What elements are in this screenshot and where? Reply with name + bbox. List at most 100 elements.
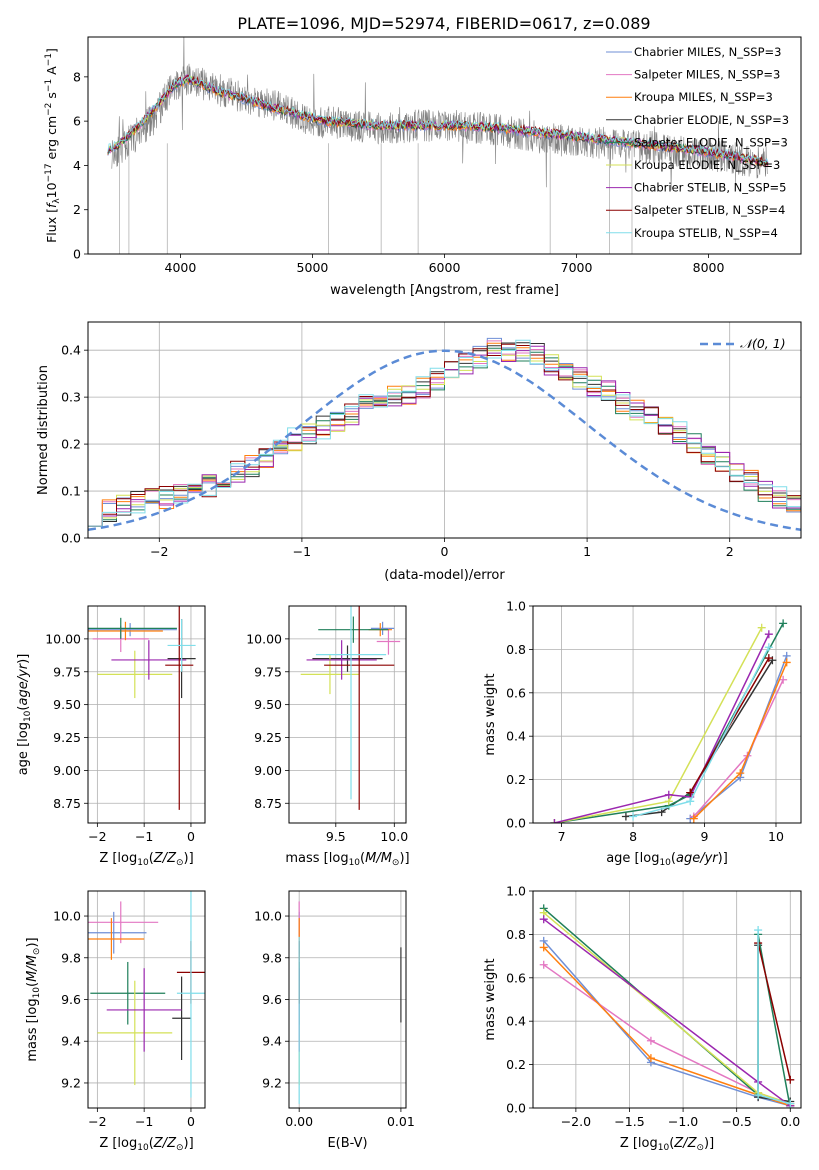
y-tick-label: 9.75 <box>254 664 282 679</box>
x-axis-label: Z [log10(Z/Z⊙)] <box>99 1136 193 1153</box>
legend-label: Kroupa ELODIE, N_SSP=3 <box>634 158 780 172</box>
y-tick-label: 4 <box>73 158 81 173</box>
x-tick-label: 5000 <box>297 260 329 275</box>
figure-title: PLATE=1096, MJD=52974, FIBERID=0617, z=0… <box>237 14 650 33</box>
weight-marker <box>621 812 630 821</box>
x-tick-label: −0.5 <box>722 1114 752 1129</box>
x-tick-label: −1 <box>135 829 153 844</box>
plot-area-mass-vs-ebv <box>298 901 402 1104</box>
y-tick-label: 1.0 <box>506 599 526 614</box>
y-tick-label: 10.0 <box>53 909 81 924</box>
x-axis-label: age [log10(age/yr)] <box>606 851 728 868</box>
x-tick-label: −1 <box>293 544 311 559</box>
y-tick-label: 9.2 <box>61 1075 81 1090</box>
y-tick-label: 0.8 <box>506 927 526 942</box>
weight-marker <box>764 630 773 639</box>
legend-label: Chabrier ELODIE, N_SSP=3 <box>634 113 789 127</box>
x-tick-label: 0.00 <box>285 1114 313 1129</box>
x-tick-label: −2 <box>88 829 106 844</box>
axes-frame <box>87 890 206 1109</box>
x-axis-label: Z [log10(Z/Z⊙)] <box>99 851 193 868</box>
x-axis-label: Z [log10(Z/Z⊙)] <box>620 1136 714 1153</box>
axes-frame <box>532 890 802 1109</box>
x-tick-label: 2 <box>726 544 734 559</box>
x-tick-label: −1.5 <box>614 1114 644 1129</box>
histogram-step-6 <box>88 345 801 527</box>
panel-mass-vs-ebv: 0.00 0.01 9.2 9.4 9.6 9.8 10.0 E(B-V) <box>254 890 415 1151</box>
weight-line-6 <box>554 633 770 823</box>
y-tick-label: 9.25 <box>53 730 81 745</box>
plot-area-mass-vs-Z <box>88 891 205 1098</box>
y-tick-label: 9.8 <box>262 950 282 965</box>
plot-area-weight-vs-age <box>550 619 791 823</box>
y-tick-label: 0.4 <box>506 729 526 744</box>
axes-frame <box>288 605 407 824</box>
weight-marker <box>754 926 763 935</box>
x-tick-label: 6000 <box>429 260 461 275</box>
y-tick-label: 0.2 <box>506 1057 526 1072</box>
x-tick-label: 1 <box>583 544 591 559</box>
x-tick-label: −2 <box>88 1114 106 1129</box>
legend-label: Chabrier STELIB, N_SSP=5 <box>634 181 786 195</box>
axes-frame <box>288 890 407 1109</box>
y-tick-label: 10.00 <box>45 631 81 646</box>
plot-area-age-vs-mass <box>300 606 401 810</box>
x-tick-label: −1 <box>135 1114 153 1129</box>
y-tick-label: 6 <box>73 114 81 129</box>
y-tick-label: 9.25 <box>254 730 282 745</box>
weight-marker <box>539 960 548 969</box>
y-axis-label: Normed distribution <box>36 365 51 495</box>
y-tick-label: 9.8 <box>61 950 81 965</box>
weight-line-0 <box>543 940 791 1107</box>
weight-line-7 <box>757 942 792 1080</box>
weight-marker <box>757 623 766 632</box>
y-tick-label: 2 <box>73 202 81 217</box>
panel-age-vs-Z: −2 −1 0 8.75 9.00 9.25 9.50 9.75 10.00 Z [log10(Z… <box>16 605 206 868</box>
legend-label: Salpeter ELODIE, N_SSP=3 <box>634 135 788 149</box>
weight-marker <box>550 819 559 823</box>
y-tick-label: 9.50 <box>254 697 282 712</box>
y-tick-label: 9.75 <box>53 664 81 679</box>
weight-marker <box>786 1099 795 1108</box>
weight-marker <box>686 797 695 806</box>
plot-area-weight-vs-Z <box>539 904 795 1108</box>
panel-weight-vs-age: 7 8 9 10 0.0 0.2 0.4 0.6 0.8 1.0 age [log10(age/yr… <box>483 599 802 868</box>
histogram-step-7 <box>88 343 801 527</box>
axes-frame <box>87 36 802 255</box>
panel-mass-vs-Z: −2 −1 0 9.2 9.4 9.6 9.8 10.0 Z [log10(Z/Z⊙)] mass… <box>25 890 206 1153</box>
x-tick-label: 0.0 <box>780 1114 800 1129</box>
y-tick-label: 10.00 <box>246 631 282 646</box>
x-tick-label: 0 <box>187 829 195 844</box>
y-tick-label: 0.0 <box>506 816 526 831</box>
x-tick-label: −2.0 <box>561 1114 591 1129</box>
y-tick-label: 0.8 <box>506 642 526 657</box>
y-tick-label: 0.2 <box>61 437 81 452</box>
x-tick-label: 9.5 <box>326 829 346 844</box>
y-axis-label: mass weight <box>483 673 498 755</box>
weight-marker <box>539 943 548 952</box>
y-tick-label: 0.6 <box>506 970 526 985</box>
y-tick-label: 9.00 <box>254 763 282 778</box>
axes-frame <box>532 605 802 824</box>
y-tick-label: 9.6 <box>262 992 282 1007</box>
x-tick-label: 8 <box>629 829 637 844</box>
model-line-8 <box>107 74 769 164</box>
y-tick-label: 0.1 <box>61 484 81 499</box>
weight-marker <box>736 769 745 778</box>
normal-reference-curve <box>88 349 801 532</box>
weight-marker <box>646 1036 655 1045</box>
x-tick-label: 0 <box>441 544 449 559</box>
weight-marker <box>764 654 773 663</box>
y-tick-label: 0 <box>73 247 81 262</box>
x-tick-label: 7 <box>558 829 566 844</box>
legend-label: 𝒩(0, 1) <box>740 336 786 351</box>
plot-area-residuals <box>88 337 801 532</box>
panel-spectrum: 4000 5000 6000 7000 8000 0 2 4 6 8 Chabrier MILES,… <box>44 36 802 298</box>
weight-marker <box>646 1054 655 1063</box>
weight-marker <box>539 915 548 924</box>
axes-frame <box>87 321 802 539</box>
x-axis-label: wavelength [Angstrom, rest frame] <box>330 283 559 298</box>
weight-marker <box>786 1075 795 1084</box>
y-tick-label: 0.4 <box>61 343 81 358</box>
